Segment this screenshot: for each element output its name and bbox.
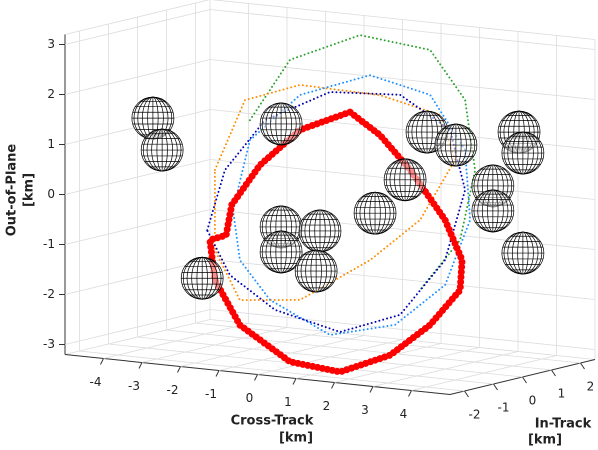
x-tick xyxy=(215,370,220,377)
y-tick-label: 2 xyxy=(587,380,595,394)
x-tick xyxy=(177,366,181,373)
y-tick xyxy=(551,369,556,377)
z-tick-label: 3 xyxy=(47,37,55,51)
x-axis-label: Cross-Track xyxy=(231,414,314,429)
y-tick-label: 0 xyxy=(529,394,537,408)
x-tick-label: -4 xyxy=(90,375,102,389)
trajectory xyxy=(213,83,457,302)
grid-line xyxy=(195,322,581,364)
trajectory xyxy=(248,34,477,291)
x-tick xyxy=(408,390,412,397)
y-tick-label: 1 xyxy=(558,387,566,401)
z-axis-unit: [km] xyxy=(22,173,37,207)
grid-line xyxy=(166,329,552,371)
sphere xyxy=(383,158,427,202)
x-tick-label: -2 xyxy=(167,383,179,397)
sphere xyxy=(501,131,545,175)
x-tick-label: -1 xyxy=(205,387,217,401)
sphere xyxy=(501,231,545,275)
x-tick-label: 4 xyxy=(400,407,408,421)
y-tick xyxy=(464,390,469,398)
z-tick-label: -2 xyxy=(43,287,55,301)
x-tick xyxy=(138,362,143,369)
grid-line xyxy=(209,309,596,350)
sphere xyxy=(298,209,342,253)
x-tick xyxy=(369,386,374,393)
sphere xyxy=(471,189,515,233)
x-tick xyxy=(292,378,297,385)
x-tick xyxy=(100,358,104,365)
x-tick xyxy=(331,382,335,389)
x-tick-label: 1 xyxy=(284,395,292,409)
grid-line xyxy=(79,350,465,392)
sphere xyxy=(180,256,224,300)
grid-line xyxy=(64,59,211,95)
x-axis-unit: [km] xyxy=(279,431,313,446)
y-tick-label: -2 xyxy=(469,408,481,422)
z-tick-label: -1 xyxy=(43,237,55,251)
grid-line xyxy=(64,9,211,45)
grid-line xyxy=(137,336,523,378)
x-tick-label: 3 xyxy=(361,403,369,417)
trajectory xyxy=(206,108,466,376)
sphere xyxy=(353,191,397,235)
grid-line xyxy=(64,159,211,195)
x-tick xyxy=(254,374,258,381)
z-tick-label: 0 xyxy=(47,187,55,201)
grid-line xyxy=(64,309,211,345)
sphere xyxy=(434,123,478,167)
sphere xyxy=(259,230,303,274)
z-tick-label: 2 xyxy=(47,87,55,101)
trajectory xyxy=(232,74,472,336)
z-axis-label: Out-of-Plane xyxy=(5,144,20,237)
x-tick-label: -3 xyxy=(128,379,140,393)
y-axis-unit: [km] xyxy=(528,433,562,448)
z-tick-label: -3 xyxy=(43,337,55,351)
y-tick xyxy=(522,376,527,384)
grid-line xyxy=(209,9,596,50)
y-tick xyxy=(493,383,498,391)
x-tick-label: 0 xyxy=(246,391,254,405)
y-tick xyxy=(580,362,585,370)
grid-line xyxy=(209,59,596,100)
sphere xyxy=(294,249,338,293)
y-axis-label: In-Track xyxy=(535,417,592,432)
sphere xyxy=(259,102,303,146)
grid-line xyxy=(64,209,211,245)
sphere xyxy=(140,128,184,172)
x-tick-label: 2 xyxy=(323,399,331,413)
z-tick-label: 1 xyxy=(47,137,55,151)
plot-area xyxy=(131,34,545,376)
y-tick-label: -1 xyxy=(498,401,510,415)
